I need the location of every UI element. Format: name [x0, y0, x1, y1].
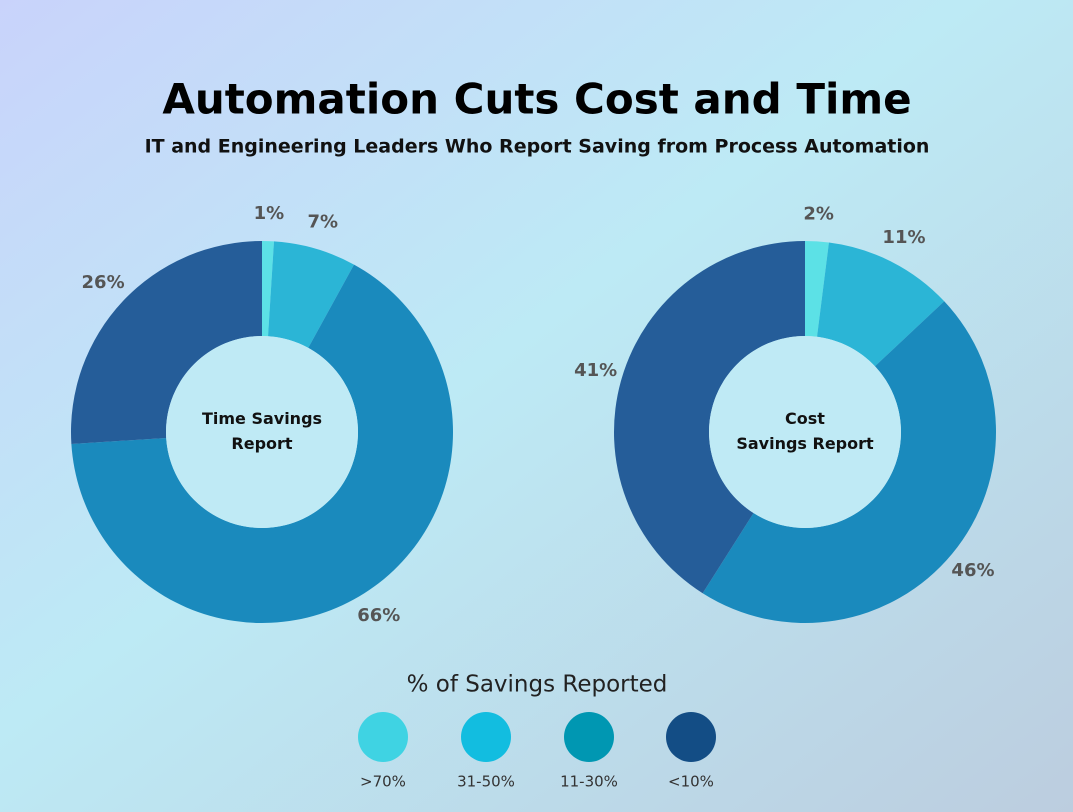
legend-swatch: [358, 712, 408, 762]
center-label: Cost: [785, 409, 825, 428]
slice: [71, 264, 453, 624]
slice: [805, 241, 829, 337]
legend-swatch: [461, 712, 511, 762]
value-label: 11%: [882, 227, 925, 248]
slice: [262, 241, 274, 337]
title: Automation Cuts Cost and Time: [162, 75, 911, 124]
legend-swatch: [666, 712, 716, 762]
legend-swatch: [564, 712, 614, 762]
slice: [817, 242, 945, 367]
slice: [613, 241, 805, 594]
value-label: 7%: [308, 212, 339, 233]
center-label: Time Savings: [202, 409, 322, 428]
slice: [70, 241, 262, 444]
donut-hole: [709, 336, 901, 528]
center-label: Report: [231, 434, 293, 453]
value-label: 1%: [254, 203, 285, 224]
donut-hole: [166, 336, 358, 528]
slice: [268, 241, 355, 348]
legend-label: <10%: [668, 773, 714, 791]
value-label: 46%: [951, 560, 994, 581]
subtitle: IT and Engineering Leaders Who Report Sa…: [145, 136, 930, 158]
legend-label: 31-50%: [457, 773, 515, 791]
legend-title: % of Savings Reported: [407, 672, 668, 698]
value-label: 2%: [803, 203, 834, 224]
center-label: Savings Report: [736, 434, 874, 453]
value-label: 26%: [82, 272, 125, 293]
legend-label: >70%: [360, 773, 406, 791]
value-label: 41%: [574, 360, 617, 381]
value-label: 66%: [357, 605, 400, 626]
legend-label: 11-30%: [560, 773, 618, 791]
slice: [702, 301, 997, 624]
